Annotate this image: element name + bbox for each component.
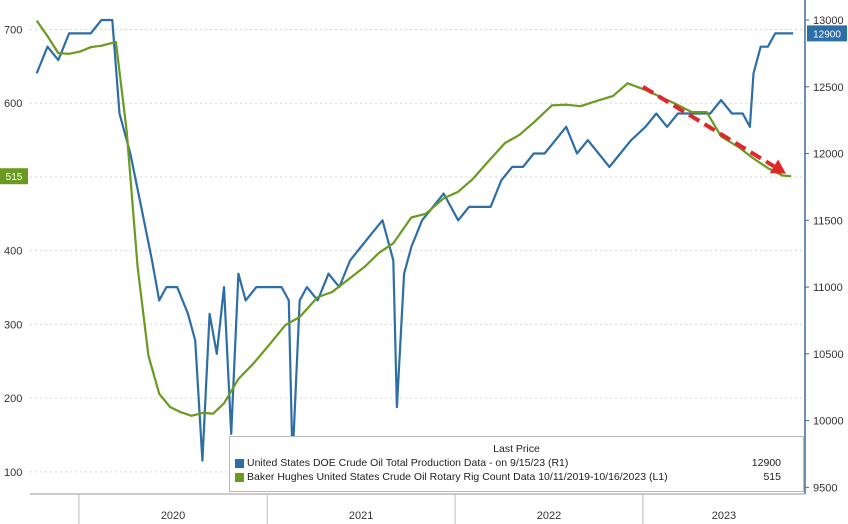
series-layer [35,18,794,462]
x-tick-label: 2023 [712,510,736,522]
right-tick-label: 10000 [813,416,844,428]
arrow-shaft [641,85,776,169]
right-last-value-text: 12900 [813,29,841,40]
right-tick-label: 13000 [813,15,844,27]
legend-swatch-rig-count [235,473,244,482]
x-tick-label: 2021 [349,510,373,522]
trend-arrow-annotation [641,85,786,174]
right-tick-label: 11000 [813,282,843,294]
legend-title: Last Price [493,443,540,455]
last-value-badges: 12900 515 [0,25,847,185]
left-tick-label: 600 [4,98,22,110]
left-axis: 100200300400500600700 [4,24,22,478]
legend-swatch-production [235,459,244,468]
legend-label-rig-count: Baker Hughes United States Crude Oil Rot… [247,471,668,483]
gridlines [30,28,805,473]
right-axis: 9500 10000 10500 11000 11500 12000 12500 13000 [804,0,844,494]
left-tick-label: 700 [4,24,22,36]
series-line-production [35,18,794,462]
legend-label-production: United States DOE Crude Oil Total Produc… [247,457,569,469]
legend-value-rig-count: 515 [763,471,781,483]
right-tick-label: 9500 [813,482,837,494]
legend-value-production: 12900 [751,457,781,469]
x-tick-label: 2020 [161,510,185,522]
right-tick-label: 12500 [813,82,844,94]
left-last-value-badge [0,168,28,185]
x-axis: 2020 2021 2022 2023 [30,493,805,524]
left-tick-label: 200 [4,393,22,405]
right-last-value-badge [807,25,847,42]
left-last-value-text: 515 [6,172,23,183]
legend-row-production: United States DOE Crude Oil Total Produc… [230,457,803,471]
arrow-head [769,159,786,174]
series-line-rig-count [35,19,792,417]
right-tick-label: 10500 [813,349,844,361]
left-tick-label: 300 [4,319,22,331]
right-tick-label: 12000 [813,149,844,161]
left-tick-label: 400 [4,246,22,258]
left-tick-label: 100 [4,467,22,479]
right-tick-label: 11500 [813,215,843,227]
legend-row-rig-count: Baker Hughes United States Crude Oil Rot… [230,471,803,485]
x-tick-label: 2022 [537,510,561,522]
legend: Last Price United States DOE Crude Oil T… [229,436,804,492]
